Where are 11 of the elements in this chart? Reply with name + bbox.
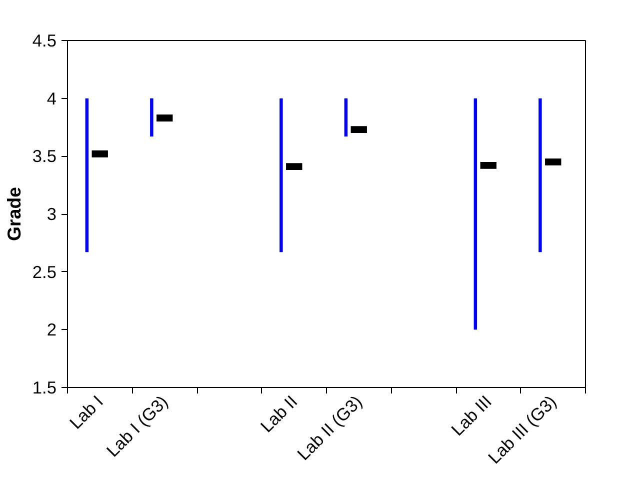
y-tick-label: 4.5 (32, 30, 57, 50)
x-tick-label: Lab I (66, 391, 107, 433)
y-tick-label: 2.5 (32, 262, 57, 282)
x-tick-label: Lab III (447, 391, 496, 440)
y-tick-label: 1.5 (32, 378, 57, 398)
x-tick-label: Lab II (256, 391, 302, 436)
y-tick-label: 2 (46, 320, 57, 340)
y-axis-title: Grade (3, 187, 24, 241)
y-tick-label: 3.5 (32, 146, 57, 166)
y-tick-label: 3 (46, 204, 57, 224)
y-tick-label: 4 (46, 88, 57, 108)
